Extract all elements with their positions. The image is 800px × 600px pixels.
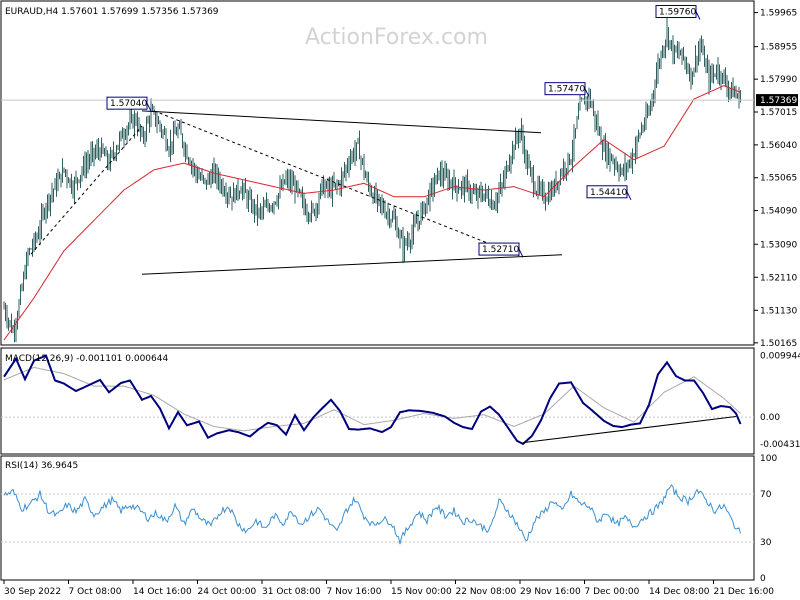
- macd-tick-label: -0.004313: [760, 440, 800, 450]
- price-tick-label: 1.55065: [760, 174, 797, 184]
- annotation-label: 1.57470: [548, 85, 585, 95]
- price-tick-label: 1.51130: [760, 306, 797, 316]
- x-tick-label: 21 Dec 16:00: [714, 587, 775, 597]
- x-tick-label: 7 Oct 08:00: [69, 587, 122, 597]
- price-tick-label: 1.58955: [760, 43, 797, 53]
- x-tick-label: 29 Nov 16:00: [520, 587, 581, 597]
- rsi-panel: 100 70 30 0: [1, 454, 777, 584]
- annotation-label: 1.59760: [659, 8, 696, 18]
- x-tick-label: 7 Nov 16:00: [327, 587, 382, 597]
- macd-panel: 0.009944 0.00 -0.004313: [1, 351, 800, 450]
- dashed-trendline: [30, 125, 143, 255]
- annotation-box: [544, 82, 586, 96]
- price-panel-frame: [0, 0, 755, 346]
- x-tick-label: 14 Oct 16:00: [133, 587, 192, 597]
- x-tick-label: 7 Dec 00:00: [585, 587, 640, 597]
- annotation-label: 1.54410: [590, 188, 627, 198]
- macd-trendline: [522, 416, 737, 444]
- macd-tick-label: 0.00: [760, 413, 780, 423]
- x-tick-label: 31 Oct 08:00: [262, 587, 321, 597]
- annotation-leader: [518, 248, 524, 258]
- x-axis: 30 Sep 2022 7 Oct 08:00 14 Oct 16:00 24 Oct…: [3, 580, 775, 597]
- x-tick-label: 22 Nov 08:00: [456, 587, 517, 597]
- price-tick-label: 1.53090: [760, 240, 797, 250]
- annotation-leader: [695, 11, 701, 20]
- trendline: [141, 254, 563, 275]
- annotation-box: [586, 185, 628, 199]
- rsi-tick-label: 70: [760, 490, 772, 500]
- annotation-leader: [146, 102, 152, 112]
- rsi-tick-label: 100: [760, 454, 777, 464]
- annotation-leader: [584, 88, 590, 97]
- annotation-box: [106, 96, 148, 110]
- price-tick-label: 1.59965: [760, 9, 797, 19]
- dashed-trendline: [153, 110, 524, 258]
- annotation-label: 1.52710: [482, 245, 519, 255]
- price-tick-label: 1.54090: [760, 207, 797, 217]
- rsi-tick-label: 30: [760, 538, 772, 548]
- x-tick-label: 15 Nov 00:00: [391, 587, 452, 597]
- trendline: [141, 110, 542, 134]
- rsi-tick-label: 0: [760, 574, 766, 584]
- rsi-line: [3, 484, 741, 545]
- price-tick-label: 1.50165: [760, 339, 797, 349]
- price-tick-label: 1.57015: [760, 108, 797, 118]
- x-tick-label: 30 Sep 2022: [4, 587, 61, 597]
- macd-line: [3, 354, 742, 446]
- watermark: ActionForex.com: [305, 25, 488, 50]
- macd-tick-label: 0.009944: [760, 351, 800, 361]
- rsi-panel-frame: [0, 455, 755, 581]
- macd-signal-line: [3, 366, 741, 432]
- macd-title: MACD(12,26,9) -0.001101 0.000644: [5, 354, 168, 364]
- price-panel: 1.59965 1.58955 1.57990 1.57015 1.56040 1.550…: [1, 5, 798, 349]
- annotation-label: 1.57040: [110, 99, 147, 109]
- annotation-box: [478, 242, 520, 256]
- rsi-title: RSI(14) 36.9645: [5, 461, 78, 471]
- current-price-label: 1.57369: [760, 96, 797, 106]
- current-price-box: [756, 94, 798, 107]
- x-tick-label: 14 Dec 08:00: [649, 587, 710, 597]
- annotation-box: [655, 5, 697, 19]
- price-title: EURAUD,H4 1.57601 1.57699 1.57356 1.5736…: [5, 7, 219, 17]
- price-tick-label: 1.52110: [760, 273, 797, 283]
- macd-panel-frame: [0, 347, 755, 455]
- price-tick-label: 1.56040: [760, 141, 797, 151]
- annotation-leader: [626, 191, 632, 201]
- moving-average-line: [3, 85, 741, 341]
- x-tick-label: 24 Oct 00:00: [198, 587, 257, 597]
- price-tick-label: 1.57990: [760, 75, 797, 85]
